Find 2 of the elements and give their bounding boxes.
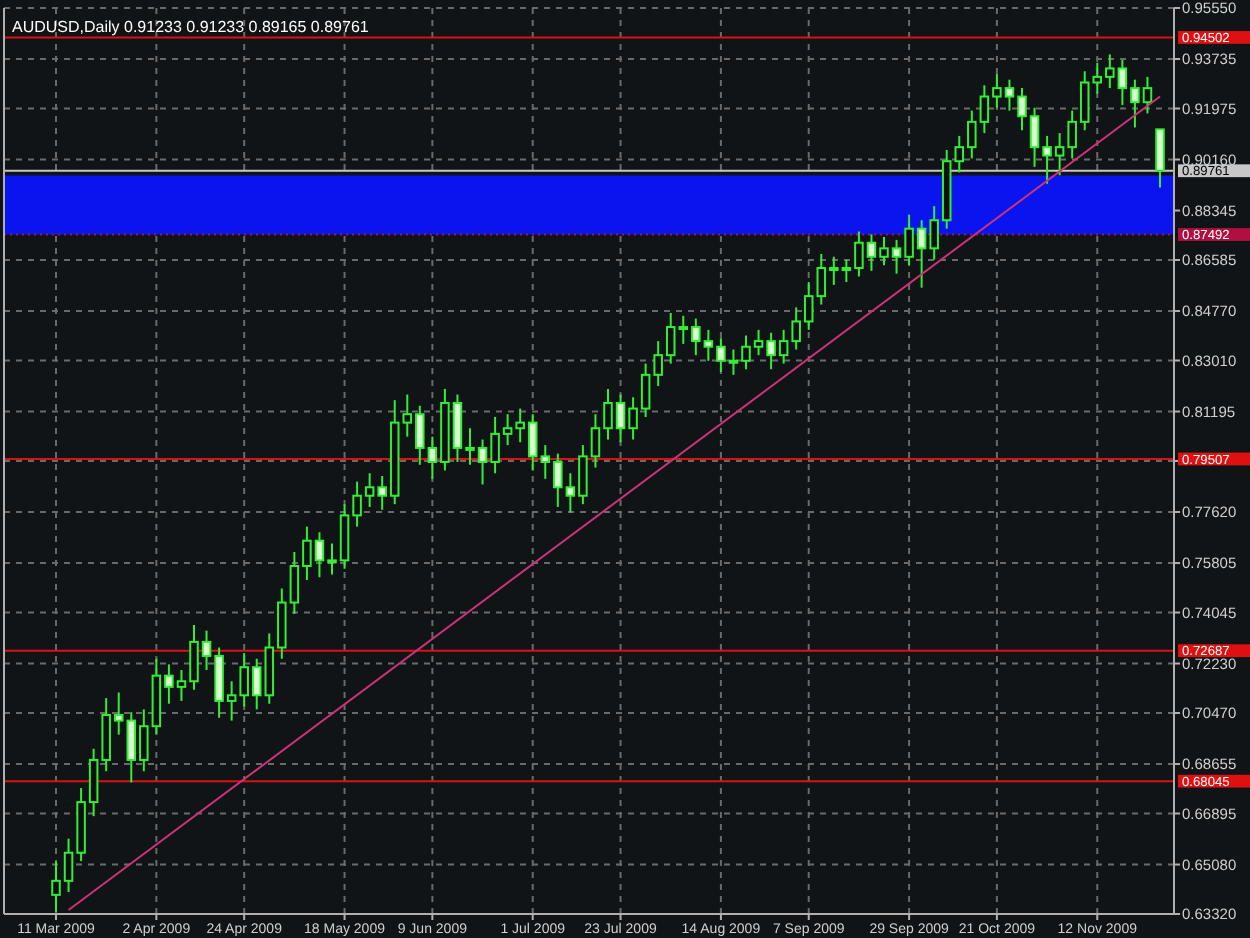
- candlestick: [1155, 128, 1165, 189]
- text: AUDUSD,Daily 0.91233 0.91233 0.89165 0.89761: [12, 17, 370, 36]
